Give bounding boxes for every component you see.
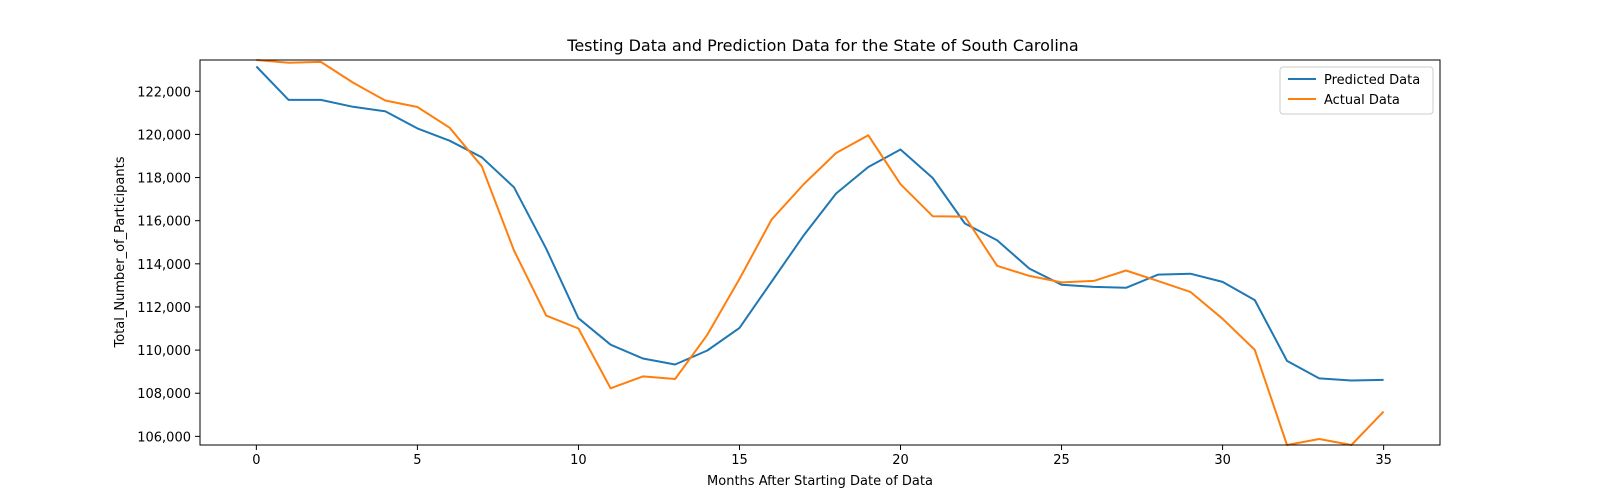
x-tick-label: 25 — [1053, 453, 1070, 468]
y-tick-label: 122,000 — [137, 85, 191, 100]
chart-title: Testing Data and Prediction Data for the… — [566, 36, 1078, 55]
y-tick-label: 110,000 — [137, 344, 191, 359]
x-axis-ticks: 0 5 10 15 20 25 30 35 — [252, 445, 1392, 468]
series-line-predicted-data — [255, 65, 1384, 382]
series-line-actual-data — [256, 59, 1385, 446]
x-tick-label: 10 — [570, 453, 587, 468]
x-tick-label: 0 — [252, 453, 260, 468]
legend-label-predicted: Predicted Data — [1324, 73, 1420, 88]
y-axis-ticks: 106,000 108,000 110,000 112,000 114,000 116,0… — [137, 85, 200, 445]
plot-area-frame — [199, 59, 1441, 446]
y-tick-label: 106,000 — [137, 430, 191, 445]
y-axis-label: Total_Number_of_Participants — [113, 156, 128, 348]
y-tick-label: 120,000 — [137, 128, 191, 143]
x-tick-label: 30 — [1214, 453, 1231, 468]
plot-lines — [255, 59, 1385, 446]
x-axis-label: Months After Starting Date of Data — [707, 474, 933, 489]
y-tick-label: 108,000 — [137, 387, 191, 402]
y-tick-label: 116,000 — [137, 215, 191, 230]
y-tick-label: 114,000 — [137, 258, 191, 273]
y-tick-label: 118,000 — [137, 172, 191, 187]
x-tick-label: 15 — [731, 453, 748, 468]
legend-box — [1279, 66, 1434, 115]
y-tick-label: 112,000 — [137, 301, 191, 316]
x-tick-label: 35 — [1375, 453, 1392, 468]
legend: Predicted Data Actual Data — [1279, 66, 1434, 115]
legend-label-actual: Actual Data — [1324, 93, 1400, 108]
x-tick-label: 20 — [892, 453, 909, 468]
x-tick-label: 5 — [413, 453, 421, 468]
